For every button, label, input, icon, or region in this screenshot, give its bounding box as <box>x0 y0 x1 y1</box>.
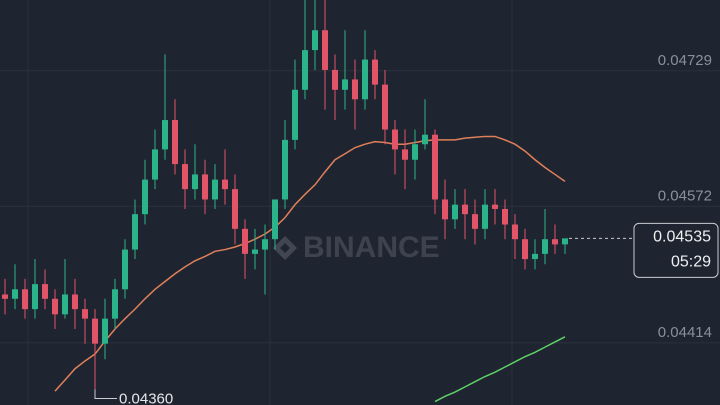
candle-body <box>222 179 228 190</box>
candle-body <box>52 298 58 315</box>
candle-body <box>12 289 18 299</box>
candle-body <box>32 284 38 310</box>
candle-body <box>492 204 498 209</box>
low-marker-line <box>94 389 117 399</box>
last-price-box <box>633 222 719 278</box>
candle-body <box>432 134 438 200</box>
candle-body <box>242 228 248 254</box>
candle-body <box>452 204 458 220</box>
candle-body <box>172 120 178 165</box>
countdown: 05:29 <box>671 254 711 271</box>
candle-body <box>2 294 8 299</box>
candle-body <box>372 59 378 85</box>
candle-body <box>412 144 418 160</box>
candle-body <box>392 129 398 150</box>
candle-body <box>542 239 548 254</box>
candle-body <box>312 30 318 51</box>
candle-body <box>322 30 328 70</box>
candle-body <box>252 249 258 254</box>
candle-body <box>352 79 358 100</box>
candle-body <box>512 224 518 240</box>
candle-body <box>362 59 368 100</box>
candle-body <box>182 164 188 190</box>
y-tick-label: 0.04414 <box>658 324 712 341</box>
candle-body <box>332 69 338 90</box>
moving-average <box>434 336 566 403</box>
candle-body <box>382 84 388 130</box>
candle-body <box>22 289 28 310</box>
candle-body <box>502 208 508 225</box>
candle-body <box>102 318 108 344</box>
candle-body <box>152 149 158 180</box>
y-tick-label: 0.04572 <box>658 187 712 204</box>
candle-body <box>62 294 68 315</box>
candle-body <box>162 120 168 150</box>
candle-body <box>212 179 218 200</box>
candle-body <box>232 189 238 229</box>
low-marker-label: 0.04360 <box>119 390 173 405</box>
candle-body <box>522 239 528 260</box>
moving-average <box>54 135 566 392</box>
candle-body <box>132 214 138 250</box>
candle-body <box>202 174 208 200</box>
candle-body <box>72 294 78 310</box>
candle-body <box>122 249 128 290</box>
candle-body <box>462 204 468 215</box>
candle-body <box>342 79 348 90</box>
candle-body <box>532 253 538 260</box>
candle-body <box>302 50 308 90</box>
candle-body <box>472 214 478 229</box>
candle-body <box>272 199 278 240</box>
y-tick-label: 0.04729 <box>658 52 712 69</box>
candle-body <box>442 199 448 220</box>
candle-body <box>482 204 488 229</box>
candle-body <box>402 149 408 160</box>
candle-body <box>292 89 298 140</box>
candle-body <box>422 134 428 145</box>
candle-body <box>192 174 198 190</box>
candle-body <box>112 289 118 319</box>
last-price-label: 0.04535 <box>653 229 711 246</box>
candle-body <box>82 309 88 319</box>
candle-body <box>92 318 98 344</box>
watermark: BINANCE <box>303 231 440 264</box>
candle-body <box>262 239 268 250</box>
candle-body <box>142 179 148 215</box>
candle-body <box>282 139 288 200</box>
watermark-logo <box>273 236 297 260</box>
candle-body <box>562 238 568 245</box>
candle-body <box>552 239 558 245</box>
candle-body <box>42 284 48 299</box>
